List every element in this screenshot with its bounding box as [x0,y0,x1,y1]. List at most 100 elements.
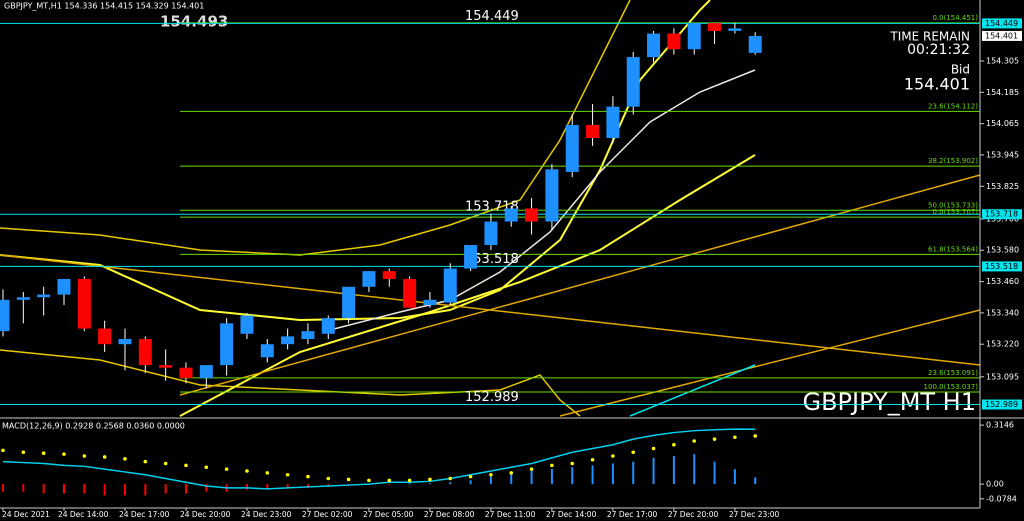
candle-body [423,299,437,306]
level-box [982,399,1022,410]
candle-body [16,297,30,300]
marker-price: 154.493 [160,13,228,31]
signal-dot [184,463,188,468]
fib-label: 38.2(153.902) [928,157,978,165]
histogram-bar [184,484,187,494]
signal-dot [224,467,229,471]
histogram-bar [510,472,513,485]
y-tick-label: 153.095 [986,372,1019,381]
fib-label: 23.6(154.112) [928,102,978,110]
histogram-bar [266,484,269,490]
x-tick-label: 27 Dec 23:00 [729,510,780,519]
candle-body [159,365,173,368]
histogram-bar [550,469,553,485]
level-box [982,261,1022,272]
bid-box-label: 154.401 [985,31,1018,40]
trend-line [629,364,756,417]
signal-dot [62,452,66,456]
y-tick-label: 154.065 [986,119,1019,128]
fib-label: 0.0(153.707) [932,208,978,216]
signal-dot [753,434,758,438]
y-tick-label: 154.185 [986,88,1019,97]
histogram-bar [632,461,635,485]
signal-dot [245,469,249,473]
signal-dot [346,477,351,482]
signal-dot [407,478,412,483]
histogram-bar [306,484,309,488]
candle-body [382,271,396,279]
timer: 00:21:32 [907,42,970,58]
signal-dot [1,448,5,453]
signal-dot [489,472,493,477]
level-label: 154.449 [465,9,519,24]
level-label: 152.989 [465,390,519,405]
candle-body [667,33,681,50]
trend-line [0,254,981,366]
level-box-label: 154.449 [985,19,1018,28]
level-box [982,209,1022,220]
histogram-bar [469,480,472,485]
x-tick-label: 27 Dec 05:00 [363,510,414,519]
signal-dot [448,476,453,481]
bid-price: 154.401 [904,75,970,94]
signal-dot [529,467,534,471]
candle-body [321,318,335,334]
signal-dot [692,439,697,443]
x-tick-label: 27 Dec 11:00 [485,510,536,519]
candle-body [240,315,254,334]
candle-body [626,57,640,107]
signal-dot [468,474,473,479]
histogram-bar [245,484,248,490]
candle-body [443,268,457,303]
signal-dot [102,455,107,459]
histogram-bar [327,484,330,486]
band-lower [0,349,581,417]
moving-average [329,69,756,331]
bid-label: Bid [951,63,970,77]
signal-dot [428,477,432,482]
level-box-label: 153.718 [985,210,1018,219]
level-box [982,18,1022,29]
y-tick-label: -0.0784 [986,494,1017,503]
x-tick-label: 24 Dec 17:00 [119,510,170,519]
candle-body [281,336,295,345]
fib-label: 0.0(154.451) [932,14,978,22]
candle-body [57,278,71,295]
bid-box [982,30,1022,41]
y-tick-label: 153.460 [986,277,1019,286]
histogram-bar [286,484,289,488]
signal-dot [651,446,656,451]
candle-body [545,169,559,222]
histogram-bar [103,484,106,496]
y-tick-label: 0.3146 [986,421,1014,430]
candle-body [708,23,722,31]
macd-header: MACD(12,26,9) 0.2928 0.2568 0.0360 0.000… [2,422,185,431]
histogram-bar [428,483,431,485]
level-box-label: 153.518 [985,262,1018,271]
x-tick-label: 27 Dec 17:00 [607,510,658,519]
candle-body [606,106,620,138]
candle-body [403,278,417,308]
signal-dot [143,459,148,464]
trend-line [179,174,981,396]
candle-body [525,208,539,222]
x-tick-label: 27 Dec 08:00 [424,510,475,519]
fib-label: 61.8(153.564) [928,245,978,253]
histogram-bar [672,456,675,485]
candle-body [0,299,10,332]
signal-dot [326,476,331,481]
signal-dot [570,461,575,466]
histogram-bar [2,484,4,492]
signal-dot [82,454,87,458]
signal-dot [21,450,26,455]
histogram-bar [144,484,147,496]
histogram-bar [754,477,757,485]
histogram-bar [22,484,25,492]
signal-dot [306,474,310,479]
level-label: 153.518 [465,252,519,267]
signal-dot [204,465,209,470]
candle-body [199,365,213,379]
histogram-bar [530,471,533,485]
histogram-bar [408,483,411,485]
